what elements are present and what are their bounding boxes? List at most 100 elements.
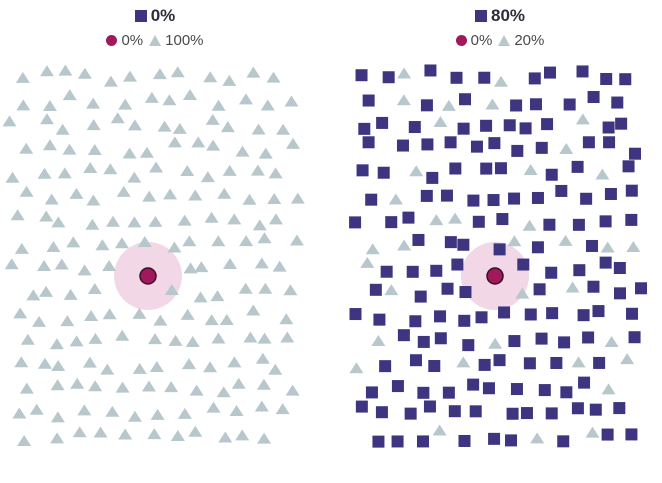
triangle-marker — [167, 136, 182, 148]
triangle-marker — [70, 377, 85, 389]
square-marker — [572, 218, 585, 231]
square-marker — [511, 144, 524, 157]
triangle-marker — [289, 234, 304, 246]
square-marker — [373, 313, 386, 326]
focus-dot — [486, 267, 504, 285]
triangle-marker — [493, 75, 508, 87]
square-marker — [576, 65, 589, 78]
triangle-marker — [441, 99, 456, 111]
square-marker — [508, 192, 521, 205]
triangle-marker — [37, 260, 52, 272]
triangle-marker — [93, 426, 108, 438]
triangle-marker — [100, 363, 115, 375]
square-marker — [626, 307, 639, 320]
square-marker — [396, 139, 409, 152]
triangle-marker — [57, 167, 72, 179]
triangle-marker — [266, 71, 281, 83]
square-marker — [555, 184, 568, 197]
triangle-marker — [132, 307, 147, 319]
triangle-marker — [170, 66, 185, 78]
square-marker — [604, 187, 617, 200]
square-marker — [545, 168, 558, 181]
square-marker — [414, 290, 427, 303]
triangle-marker — [268, 213, 283, 225]
square-marker — [430, 264, 443, 277]
triangle-marker — [523, 163, 538, 175]
triangle-marker — [177, 214, 192, 226]
square-marker — [480, 162, 493, 175]
square-marker — [349, 216, 362, 229]
triangle-marker — [88, 332, 103, 344]
square-marker — [376, 116, 389, 129]
triangle-marker — [20, 333, 35, 345]
triangle-marker — [15, 71, 30, 83]
square-marker — [382, 71, 395, 84]
triangle-marker — [285, 384, 300, 396]
triangle-marker — [62, 89, 77, 101]
triangle-marker — [51, 216, 66, 228]
triangle-marker — [39, 210, 54, 222]
square-marker — [587, 91, 600, 104]
square-marker — [458, 314, 471, 327]
square-marker — [488, 137, 501, 150]
legend-item-dot: 0% — [455, 31, 493, 49]
square-marker — [421, 138, 434, 151]
triangle-marker — [204, 211, 219, 223]
triangle-marker — [86, 119, 101, 131]
triangle-marker — [44, 193, 59, 205]
square-marker — [493, 354, 506, 367]
triangle-marker — [254, 400, 269, 412]
square-marker — [571, 160, 584, 173]
triangle-marker — [50, 379, 65, 391]
triangle-marker — [127, 119, 142, 131]
triangle-marker — [88, 380, 103, 392]
square-marker — [451, 258, 464, 271]
triangle-marker — [127, 216, 142, 228]
triangle-marker — [10, 209, 25, 221]
square-marker — [420, 99, 433, 112]
square-marker — [469, 405, 482, 418]
square-marker — [480, 119, 493, 132]
square-marker — [599, 256, 612, 269]
triangle-marker — [77, 404, 92, 416]
square-marker — [462, 339, 475, 352]
triangle-marker — [515, 287, 530, 299]
triangle-marker — [275, 403, 290, 415]
square-marker — [385, 216, 398, 229]
square-marker — [600, 72, 613, 85]
legend-label: 100% — [165, 31, 204, 49]
legend-label: 0% — [121, 31, 144, 49]
triangle-marker — [14, 356, 29, 368]
square-marker — [524, 308, 537, 321]
triangle-marker — [114, 237, 129, 249]
square-marker — [404, 407, 417, 420]
square-marker — [523, 357, 536, 370]
triangle-marker — [238, 282, 253, 294]
triangle-marker — [565, 281, 580, 293]
triangle-marker — [149, 161, 164, 173]
triangle-icon — [149, 34, 162, 46]
square-marker — [450, 71, 463, 84]
triangle-marker — [127, 171, 142, 183]
square-marker — [417, 386, 430, 399]
square-marker — [391, 380, 404, 393]
square-marker — [494, 162, 507, 175]
triangle-marker — [286, 137, 301, 149]
triangle-marker — [37, 357, 52, 369]
square-marker — [593, 356, 606, 369]
square-marker — [628, 331, 641, 344]
square-marker — [580, 192, 593, 205]
panel-title-text: 80% — [490, 6, 526, 25]
triangle-marker — [211, 332, 226, 344]
triangle-marker — [219, 313, 234, 325]
square-marker — [475, 311, 488, 324]
legend-label: 0% — [470, 31, 493, 49]
triangle-marker — [409, 165, 424, 177]
square-marker — [613, 402, 626, 415]
square-marker — [622, 160, 635, 173]
square-marker — [517, 258, 530, 271]
triangle-marker — [257, 432, 272, 444]
panel-title: 0% — [55, 5, 255, 27]
square-marker — [391, 435, 404, 448]
triangle-marker — [14, 242, 29, 254]
